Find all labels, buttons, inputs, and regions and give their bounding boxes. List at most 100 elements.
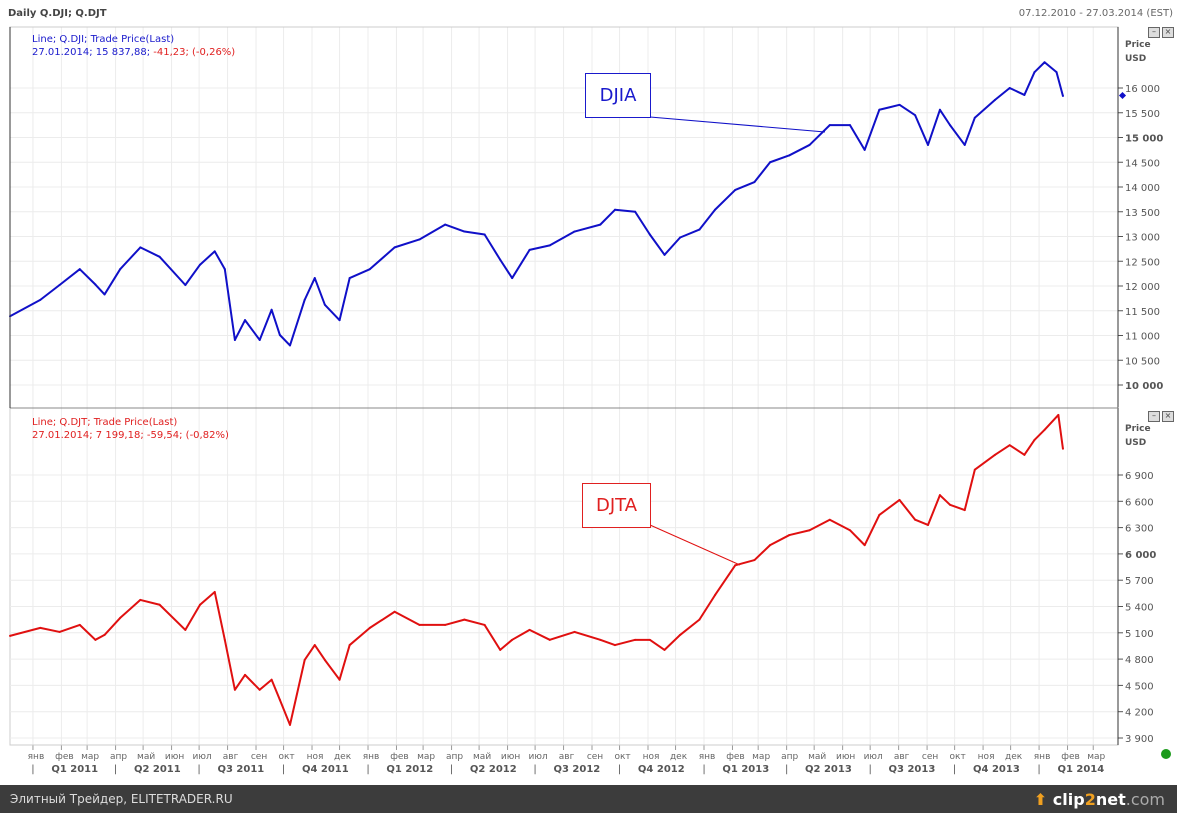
djia-data-point: [139, 246, 142, 249]
quarter-separator: |: [618, 764, 621, 775]
djia-data-point: [483, 233, 486, 236]
djia-data-point: [663, 253, 666, 256]
djta-data-point: [103, 633, 106, 636]
djia-data-point: [714, 208, 717, 211]
close-pane-button-top[interactable]: ×: [1162, 27, 1174, 38]
month-label: июн: [165, 752, 184, 762]
footer-text: Элитный Трейдер, ELITETRADER.RU: [10, 792, 233, 806]
date-range: 07.12.2010 - 27.03.2014 (EST): [1018, 8, 1173, 19]
clip2net-logo[interactable]: ⬆ clip2net.com: [1034, 790, 1165, 809]
y-axis-label: Price: [1125, 40, 1151, 50]
quarter-label: Q2 2011: [134, 764, 181, 775]
month-label: авг: [223, 752, 239, 762]
djta-data-point: [1061, 447, 1064, 450]
djta-data-point: [573, 630, 576, 633]
djta-data-point: [393, 610, 396, 613]
status-indicator-icon: [1161, 749, 1171, 759]
djta-data-point: [828, 518, 831, 521]
logo-part: .com: [1125, 790, 1165, 809]
quarter-separator: |: [785, 764, 788, 775]
quarter-label: Q4 2011: [302, 764, 349, 775]
djta-data-point: [1033, 438, 1036, 441]
minimize-pane-button-bottom[interactable]: –: [1148, 411, 1160, 422]
month-label: авг: [559, 752, 575, 762]
djia-data-point: [58, 284, 61, 287]
djta-data-point: [808, 529, 811, 532]
djta-data-point: [258, 688, 261, 691]
djia-series-line: [9, 61, 1064, 347]
y-tick-label: 6 000: [1125, 550, 1156, 561]
logo-part: clip: [1052, 790, 1085, 809]
month-label: сен: [251, 752, 267, 762]
minimize-pane-button-top[interactable]: –: [1148, 27, 1160, 38]
y-tick-label: 5 100: [1125, 629, 1154, 640]
djta-legend: Line; Q.DJT; Trade Price(Last) 27.01.201…: [32, 416, 229, 442]
djta-data-point: [213, 590, 216, 593]
month-label: май: [473, 752, 491, 762]
djta-data-point: [288, 723, 291, 726]
y-tick-label: 5 700: [1125, 576, 1154, 587]
y-tick-label: 13 000: [1125, 233, 1160, 244]
quarter-separator: |: [533, 764, 536, 775]
djia-data-point: [927, 143, 929, 146]
y-tick-label: 15 000: [1125, 134, 1163, 145]
month-label: май: [137, 752, 155, 762]
djta-data-point: [78, 623, 81, 626]
quarter-label: Q1 2011: [51, 764, 98, 775]
djta-data-point: [184, 628, 187, 631]
djia-data-point: [270, 308, 273, 311]
month-label: янв: [28, 752, 45, 762]
y-axis-unit: USD: [1125, 438, 1146, 448]
djta-data-point: [418, 623, 421, 626]
djia-data-point: [734, 188, 737, 191]
djia-data-point: [769, 161, 772, 164]
djta-data-point: [613, 644, 616, 647]
djta-data-point: [323, 658, 326, 661]
djia-data-point: [511, 277, 514, 280]
y-tick-label: 12 500: [1125, 257, 1160, 268]
month-label: дек: [334, 752, 352, 762]
djia-data-point: [119, 268, 122, 271]
djia-data-point: [914, 114, 917, 117]
djia-data-point: [223, 268, 226, 271]
djia-data-point: [368, 268, 371, 271]
djta-annotation-pointer: [649, 524, 741, 566]
djta-data-point: [753, 559, 756, 562]
djta-data-point: [223, 638, 226, 641]
month-label: фев: [55, 752, 74, 762]
month-label: авг: [894, 752, 910, 762]
y-tick-label: 10 500: [1125, 356, 1160, 367]
djia-data-point: [548, 244, 551, 247]
djia-data-point: [244, 319, 247, 322]
djta-data-point: [1043, 428, 1046, 431]
djia-data-point: [78, 268, 81, 271]
month-label: окт: [950, 752, 966, 762]
djia-data-point: [158, 255, 161, 258]
y-tick-label: 14 500: [1125, 158, 1160, 169]
month-label: фев: [1061, 752, 1080, 762]
djia-data-point: [278, 334, 281, 337]
djia-data-point: [313, 277, 316, 280]
djta-data-point: [788, 534, 791, 537]
djta-data-point: [39, 626, 42, 629]
month-label: ноя: [978, 752, 995, 762]
month-label: фев: [390, 752, 409, 762]
djia-data-point: [1008, 87, 1011, 89]
djia-data-point: [938, 108, 941, 111]
djta-data-point: [634, 638, 637, 641]
y-tick-label: 4 800: [1125, 655, 1154, 666]
y-axis-label: Price: [1125, 424, 1151, 434]
djia-data-point: [303, 298, 306, 301]
djta-data-point: [463, 618, 466, 621]
djta-data-point: [679, 633, 682, 636]
month-label: мар: [752, 752, 770, 762]
djta-data-point: [848, 529, 851, 532]
chart-canvas[interactable]: янв фев мар апр май июн июл авг сен окт ноя дек янв ф…: [0, 0, 1177, 785]
djta-data-point: [199, 603, 202, 606]
quarter-separator: |: [450, 764, 453, 775]
djta-data-point: [338, 678, 341, 681]
close-pane-button-bottom[interactable]: ×: [1162, 411, 1174, 422]
y-tick-label: 12 000: [1125, 282, 1160, 293]
month-label: янв: [363, 752, 380, 762]
y-tick-label: 11 000: [1125, 332, 1160, 343]
